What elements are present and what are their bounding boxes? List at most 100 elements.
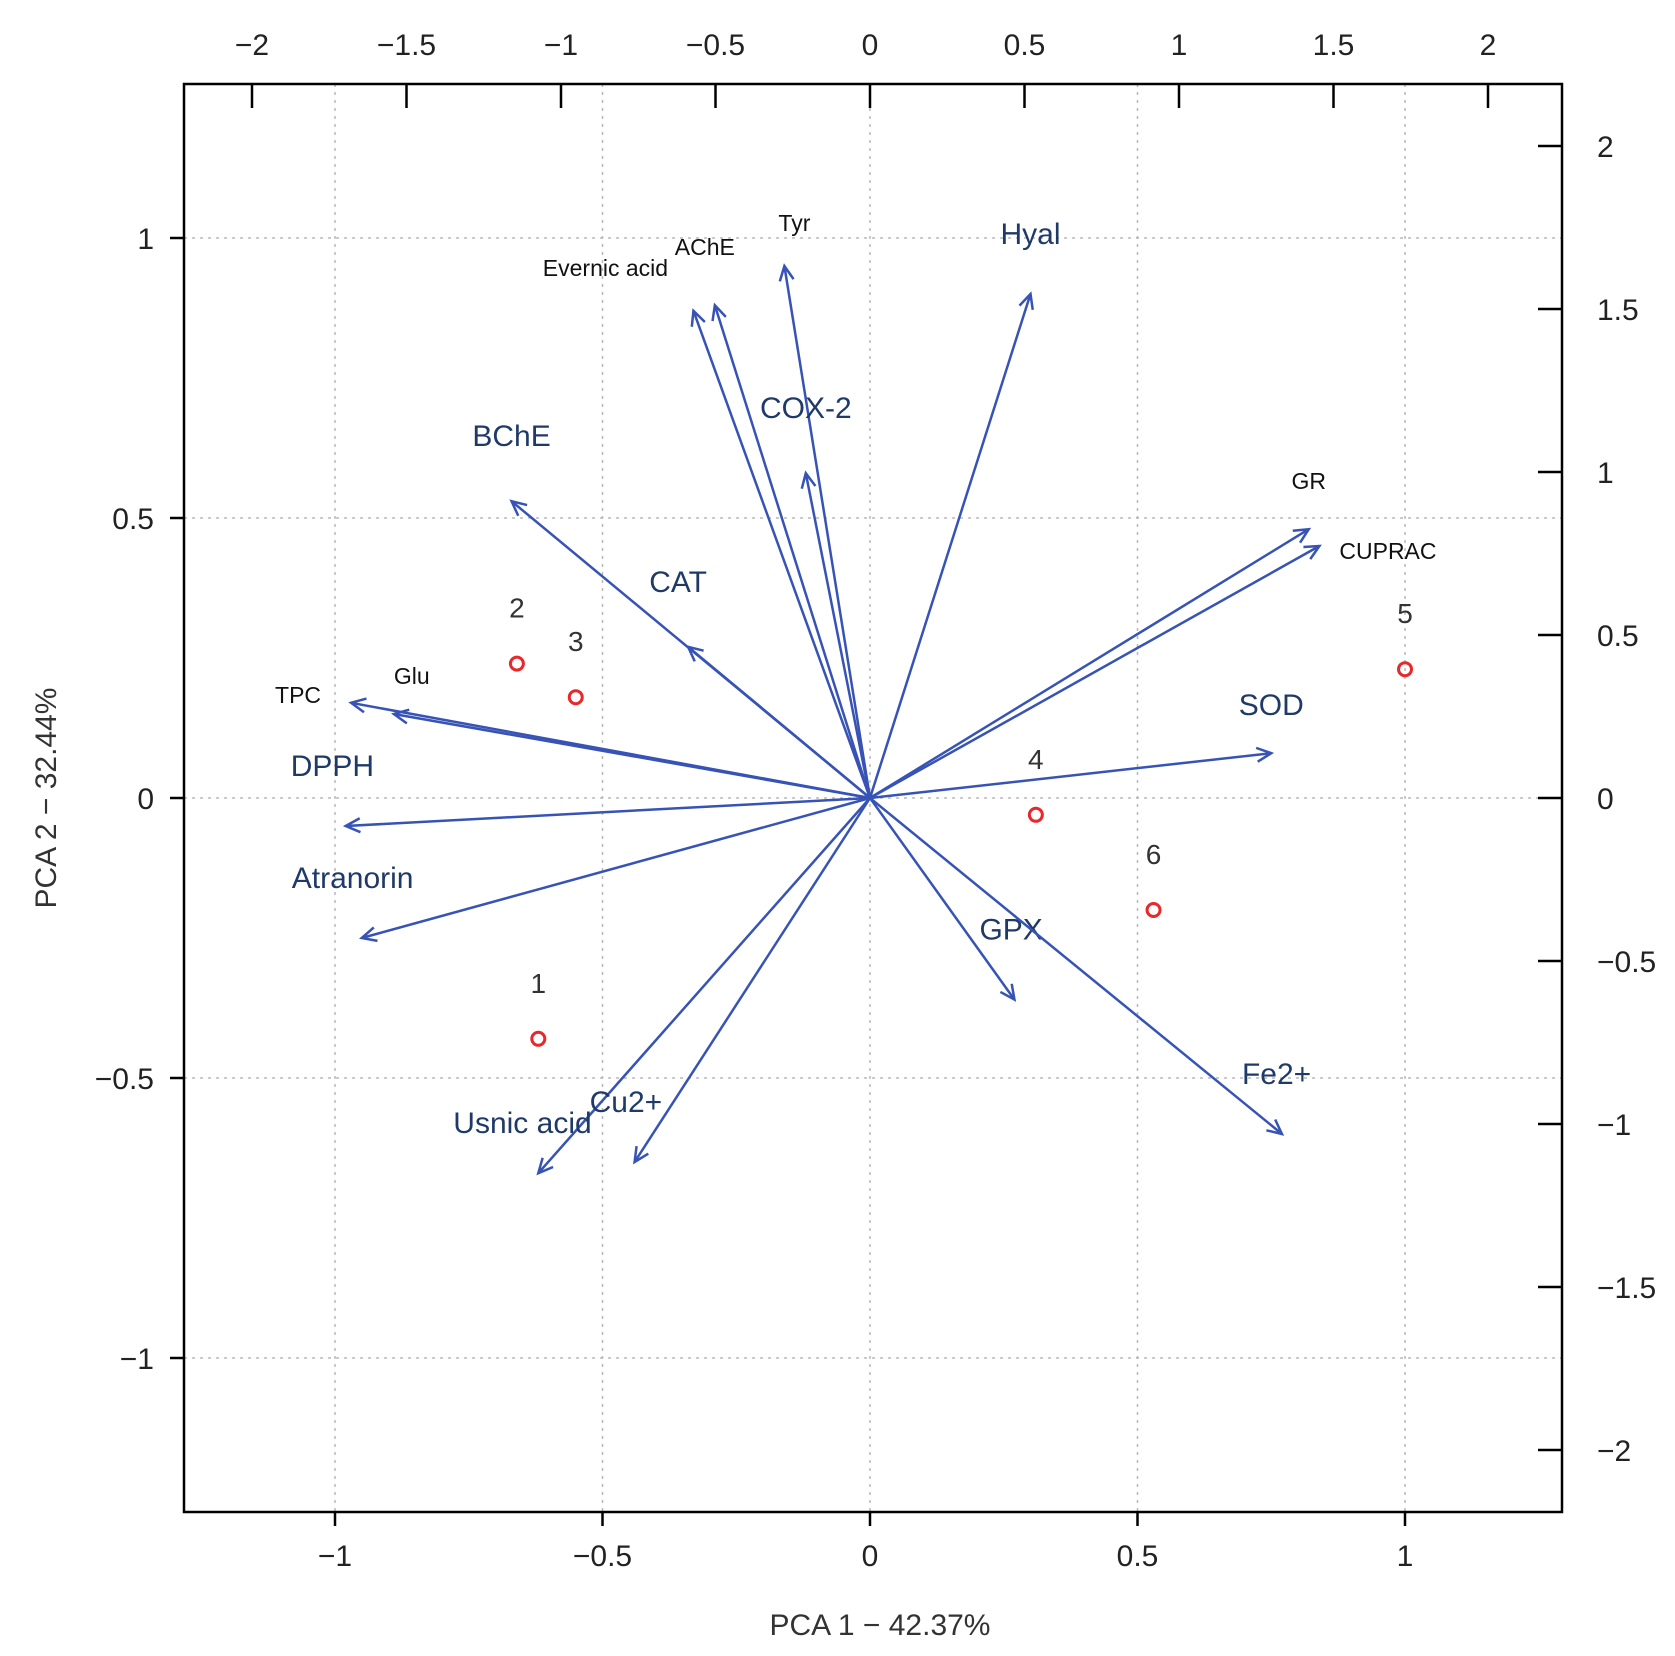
observation-point [567, 689, 584, 706]
right-tick-label: 1.5 [1597, 294, 1639, 327]
variable-label: Hyal [1000, 218, 1060, 251]
variable-label: Glu [394, 663, 430, 689]
loading-arrow-line [361, 796, 871, 940]
arrow-head [391, 708, 410, 725]
loading-arrow-line [868, 797, 1016, 1001]
variable-label: CAT [649, 566, 707, 599]
variable-label: AChE [675, 234, 735, 260]
top-tick-label: −0.5 [686, 29, 745, 62]
variable-label: CUPRAC [1339, 538, 1436, 564]
loading-arrow-line [869, 528, 1310, 800]
arrow-head [711, 302, 727, 322]
variable-label: Usnic acid [453, 1107, 591, 1140]
variable-label: Tyr [778, 210, 810, 236]
loading-arrow-line [345, 796, 871, 828]
observation-label: 2 [509, 593, 525, 624]
top-tick-label: 0 [862, 29, 879, 62]
loading-arrow-line [393, 712, 871, 800]
right-tick-label: 0.5 [1597, 620, 1639, 653]
loading-arrow-line [869, 544, 1321, 800]
right-tick-label: −0.5 [1597, 946, 1656, 979]
observation-label: 1 [531, 968, 547, 999]
variable-label: GR [1291, 468, 1326, 494]
arrow-head [509, 499, 528, 517]
loading-arrow-line [537, 797, 871, 1175]
right-tick-label: −1.5 [1597, 1272, 1656, 1305]
loading-arrow-line [804, 472, 872, 799]
right-tick-label: −2 [1597, 1435, 1631, 1468]
observation-label: 3 [568, 626, 584, 657]
y-tick-label: 1 [137, 223, 154, 256]
top-tick-label: 1 [1171, 29, 1188, 62]
loading-arrow-line [633, 797, 872, 1163]
arrow-head [358, 926, 378, 943]
loading-arrow-line [869, 751, 1272, 800]
arrow-head [1255, 746, 1275, 763]
arrow-head [800, 470, 817, 489]
top-tick-label: 1.5 [1313, 29, 1355, 62]
observation-point [1145, 902, 1162, 918]
y-tick-label: −1 [120, 1343, 154, 1376]
variable-label: BChE [472, 420, 550, 453]
observation-points: 1 2 3 4 5 6 [508, 593, 1413, 1047]
arrow-head [1018, 291, 1034, 311]
y-tick-label: −0.5 [95, 1063, 154, 1096]
x-axis-title: PCA 1 − 42.37% [770, 1609, 991, 1642]
right-axis: −2 −1.5 −1 −0.5 0 0.5 1 1.5 2 [1538, 131, 1656, 1468]
variable-label: COX-2 [760, 392, 852, 425]
arrow-head [1303, 544, 1322, 560]
loading-arrow-line [869, 797, 1283, 1135]
arrow-head [778, 263, 795, 282]
y-tick-label: 0.5 [112, 503, 154, 536]
right-tick-label: −1 [1597, 1109, 1631, 1142]
loading-arrows: Evernic acid AChE Tyr Hyal COX-2 BChE CAT GR CUP… [275, 210, 1437, 1176]
observation-point [1397, 661, 1413, 678]
right-tick-label: 2 [1597, 131, 1614, 164]
right-tick-label: 1 [1597, 457, 1614, 490]
observation-point [1027, 806, 1044, 823]
variable-label: Fe2+ [1242, 1058, 1311, 1091]
top-tick-label: 0.5 [1004, 29, 1046, 62]
arrow-head [999, 983, 1017, 1002]
top-tick-label: −2 [235, 29, 269, 62]
x-tick-label: 0.5 [1117, 1540, 1159, 1573]
top-tick-label: −1 [544, 29, 578, 62]
observation-point [508, 655, 525, 672]
x-tick-label: 0 [862, 1540, 879, 1573]
bottom-axis: −1 −0.5 0 0.5 1 [318, 1512, 1413, 1573]
x-tick-label: −1 [318, 1540, 352, 1573]
y-tick-label: 0 [137, 783, 154, 816]
observation-label: 5 [1397, 598, 1413, 629]
variable-label: SOD [1239, 689, 1304, 722]
variable-label: Atranorin [292, 862, 414, 895]
observation-point [530, 1030, 547, 1047]
arrow-head [1292, 527, 1312, 544]
right-tick-label: 0 [1597, 783, 1614, 816]
loading-arrow-line [713, 304, 872, 799]
loading-arrow-line [692, 310, 872, 799]
x-tick-label: 1 [1397, 1540, 1414, 1573]
observation-label: 6 [1146, 839, 1162, 870]
observation-label: 4 [1028, 744, 1044, 775]
loading-arrow-line [868, 293, 1032, 799]
arrow-head [633, 1145, 649, 1165]
top-axis: −2 −1.5 −1 −0.5 0 0.5 1 1.5 2 [235, 29, 1496, 108]
top-tick-label: 2 [1480, 29, 1497, 62]
variable-label: DPPH [291, 750, 374, 783]
arrow-head [342, 817, 361, 834]
x-tick-label: −0.5 [573, 1540, 632, 1573]
arrow-head [1266, 1118, 1285, 1136]
variable-label: Evernic acid [543, 255, 668, 281]
arrow-head [536, 1157, 554, 1176]
y-axis-title: PCA 2 − 32.44% [30, 688, 63, 909]
arrow-head [348, 697, 367, 714]
arrow-head [685, 644, 704, 662]
top-tick-label: −1.5 [377, 29, 436, 62]
loading-arrow-line [687, 645, 871, 799]
left-axis: −1 −0.5 0 0.5 1 [95, 223, 184, 1376]
loading-arrow-line [783, 265, 872, 799]
variable-label: TPC [275, 682, 321, 708]
arrow-head [690, 308, 706, 327]
variable-label: Cu2+ [590, 1086, 663, 1119]
